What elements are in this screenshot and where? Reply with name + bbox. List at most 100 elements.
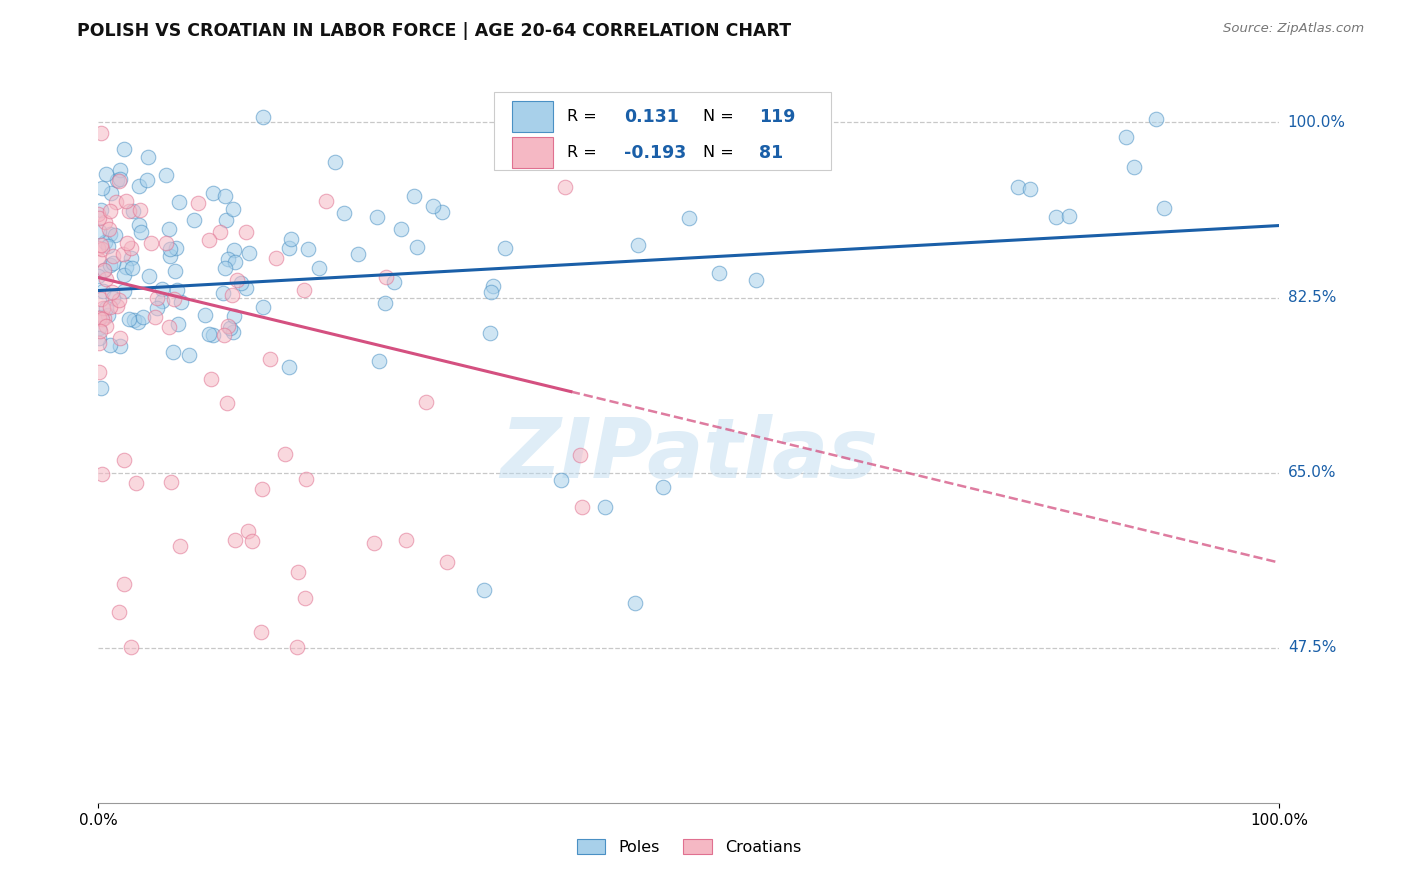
- FancyBboxPatch shape: [494, 92, 831, 169]
- Point: [93, 310, 115, 325]
- Point: [472, 583, 495, 598]
- Point: [225, 272, 247, 286]
- Point: [308, 260, 330, 275]
- Point: [422, 199, 444, 213]
- Point: [129, 202, 152, 217]
- Point: [249, 625, 271, 640]
- Point: [98, 227, 121, 242]
- Point: [652, 480, 675, 494]
- Point: [96, 167, 118, 181]
- Point: [479, 326, 502, 340]
- Point: [229, 276, 252, 290]
- Point: [183, 212, 205, 227]
- Point: [90, 202, 112, 217]
- Point: [494, 241, 516, 255]
- Point: [194, 308, 217, 322]
- Point: [105, 173, 128, 187]
- Point: [238, 524, 260, 538]
- Point: [252, 300, 274, 314]
- Point: [163, 293, 186, 307]
- Point: [198, 327, 221, 342]
- Point: [285, 640, 308, 654]
- Point: [136, 149, 159, 163]
- Point: [87, 331, 110, 345]
- Point: [274, 447, 297, 461]
- Point: [115, 194, 138, 208]
- Point: [297, 242, 319, 256]
- Point: [112, 453, 135, 467]
- Point: [155, 235, 177, 250]
- Point: [100, 285, 122, 300]
- Point: [165, 264, 187, 278]
- Point: [187, 195, 209, 210]
- Point: [90, 293, 112, 307]
- Point: [1018, 181, 1040, 195]
- Point: [389, 222, 412, 236]
- Point: [212, 328, 235, 343]
- Point: [278, 359, 301, 374]
- Point: [215, 212, 238, 227]
- Point: [112, 577, 135, 591]
- Point: [112, 246, 135, 260]
- Point: [217, 396, 239, 410]
- Point: [112, 284, 135, 298]
- Point: [97, 238, 120, 252]
- Point: [98, 222, 121, 236]
- Point: [90, 181, 112, 195]
- Point: [101, 291, 124, 305]
- Point: [1123, 160, 1146, 174]
- Point: [217, 319, 239, 334]
- Point: [415, 394, 437, 409]
- Point: [214, 260, 236, 275]
- Point: [87, 252, 110, 266]
- Point: [1007, 180, 1029, 194]
- Point: [280, 232, 302, 246]
- Point: [139, 236, 162, 251]
- Point: [550, 473, 572, 487]
- Point: [128, 179, 150, 194]
- Point: [294, 591, 316, 605]
- Point: [90, 126, 112, 140]
- Point: [104, 227, 127, 242]
- Point: [94, 272, 117, 286]
- Point: [346, 247, 368, 261]
- Point: [482, 278, 505, 293]
- Point: [100, 186, 122, 200]
- Point: [118, 203, 141, 218]
- Point: [1153, 202, 1175, 216]
- Point: [406, 239, 429, 253]
- Point: [238, 246, 260, 260]
- Point: [112, 268, 135, 283]
- Point: [124, 312, 146, 326]
- Point: [170, 295, 193, 310]
- Point: [208, 225, 231, 239]
- Point: [98, 203, 121, 218]
- Point: [159, 242, 181, 256]
- Point: [150, 294, 173, 309]
- Point: [224, 533, 246, 547]
- Point: [91, 312, 114, 326]
- Point: [127, 316, 149, 330]
- Point: [108, 174, 131, 188]
- Point: [91, 301, 114, 316]
- Point: [159, 222, 181, 236]
- Point: [765, 129, 787, 144]
- Point: [87, 311, 110, 326]
- Point: [87, 335, 110, 350]
- Point: [252, 482, 274, 496]
- Point: [315, 194, 337, 209]
- Point: [224, 309, 246, 323]
- Point: [89, 324, 111, 338]
- Point: [294, 472, 316, 486]
- Point: [128, 218, 150, 232]
- Point: [177, 348, 200, 362]
- Point: [110, 338, 132, 352]
- Text: 0.131: 0.131: [624, 108, 679, 126]
- Point: [159, 249, 181, 263]
- Point: [222, 325, 245, 339]
- Point: [103, 249, 125, 263]
- Text: 65.0%: 65.0%: [1288, 465, 1336, 480]
- Text: -0.193: -0.193: [624, 144, 686, 161]
- Legend: Poles, Croatians: Poles, Croatians: [571, 833, 807, 862]
- Point: [120, 640, 142, 655]
